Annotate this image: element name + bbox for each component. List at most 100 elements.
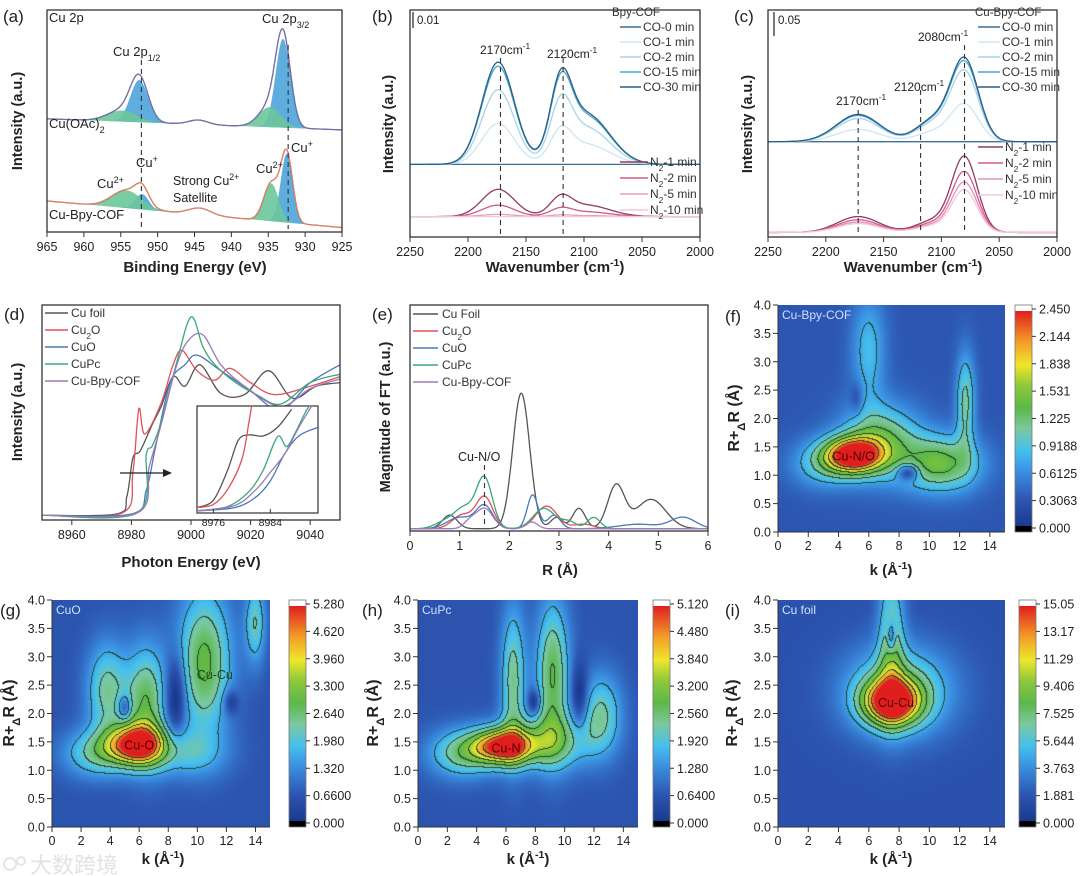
y-axis-label: Intensity (a.u.): [10, 363, 26, 461]
text-segment: -1: [590, 45, 598, 55]
y-tick-label: 3.0: [28, 650, 45, 664]
colorbar-underflow-swatch: [289, 821, 306, 827]
text-segment: -1: [968, 257, 977, 269]
legend-label: N2-2 min: [650, 171, 697, 189]
text-segment: -1 min: [1018, 140, 1051, 154]
colorbar-tick-label: 11.29: [1043, 652, 1073, 666]
text-segment: R+: [365, 726, 382, 747]
legend-label: CuPc: [442, 358, 471, 372]
colorbar-tick-label: 5.644: [1043, 734, 1074, 748]
x-tick-label: 2: [805, 834, 812, 848]
text-segment: Cu: [71, 323, 86, 337]
text-segment: Δ: [734, 718, 746, 726]
legend-label: N2-10 min: [1005, 188, 1058, 206]
legend-label: CuO: [71, 340, 96, 354]
series-line: [410, 475, 708, 530]
legend-label: CO-0 min: [643, 20, 694, 34]
panel-c: (c) 2250 2200 2150 2100 2050 2000 Wavenumber (c…: [734, 7, 1071, 276]
series-line: [410, 494, 708, 530]
y-axis-label: R+ΔR (Å): [0, 679, 23, 746]
legend-label: N2-5 min: [1005, 172, 1052, 190]
colorbar-tick-label: 2.144: [1039, 330, 1070, 344]
x-tick-label: 960: [73, 240, 94, 254]
x-tick-label: 14: [983, 834, 997, 848]
x-tick-label: 2050: [628, 245, 656, 259]
y-tick-label: 3.5: [754, 327, 771, 341]
inset-series-line: [197, 406, 310, 512]
y-tick-label: 2.5: [754, 679, 771, 693]
series-line: [42, 364, 340, 517]
colorbar-tick-label: 9.406: [1043, 680, 1074, 694]
y-axis-label: Magnitude of FT (a.u.): [378, 342, 394, 493]
legend-label: Cu Foil: [442, 307, 480, 321]
series-line: [768, 56, 1057, 143]
y-tick-label: 1.0: [394, 764, 411, 778]
x-tick-label: 6: [705, 539, 712, 553]
series-label: Cu(OAc)2: [49, 116, 105, 135]
y-tick-label: 0.0: [394, 821, 411, 835]
x-tick-label: 14: [249, 834, 263, 848]
heatmap-f: [778, 305, 1005, 532]
text-segment: k (Å: [507, 851, 536, 868]
x-axis-label: R (Å): [542, 562, 578, 579]
legend-label: CO-1 min: [1002, 35, 1053, 49]
x-tick-label: 2000: [686, 245, 714, 259]
text-segment: -1: [170, 849, 179, 861]
colorbar-gradient: [289, 606, 306, 821]
legend-label: CO-30 min: [1002, 80, 1060, 94]
text-segment: Cu: [291, 140, 308, 155]
colorbar-tick-label: 3.960: [313, 652, 344, 666]
watermark-text: 大数跨境: [30, 853, 118, 876]
text-segment: 2: [659, 211, 664, 221]
colorbar-tick-label: 0.000: [313, 817, 344, 831]
colorbar-overflow-swatch: [1015, 305, 1032, 311]
fitted-component-fill: [47, 190, 342, 228]
legend-label: Cu2O: [442, 324, 471, 342]
x-tick-label: 2: [78, 834, 85, 848]
text-segment: ): [977, 259, 982, 276]
series-line: [410, 507, 708, 530]
colorbar-overflow-swatch: [653, 600, 670, 606]
x-tick-label: 965: [37, 240, 58, 254]
peak-label: 2170cm-1: [836, 92, 886, 108]
text-segment: N: [1005, 188, 1014, 202]
panel-label: (f): [725, 307, 741, 326]
text-segment: 2+: [114, 175, 124, 185]
series-line: [410, 392, 708, 530]
y-tick-label: 3.0: [754, 650, 771, 664]
x-tick-label: 2150: [870, 245, 898, 259]
colorbar-tick-label: 5.280: [313, 598, 344, 612]
x-tick-label: 6: [865, 834, 872, 848]
panel-label: (i): [725, 601, 740, 620]
text-segment: -1: [879, 92, 887, 102]
x-tick-label: 8: [896, 539, 903, 553]
colorbar-tick-label: 13.17: [1043, 625, 1074, 639]
text-segment: -1: [898, 560, 907, 572]
x-tick-label: 8: [532, 834, 539, 848]
plot-area: [47, 28, 342, 229]
text-segment: -1 min: [663, 155, 696, 169]
legend-label: CO-2 min: [643, 50, 694, 64]
x-tick-label: 12: [587, 834, 601, 848]
x-tick-label: 4: [473, 834, 480, 848]
y-tick-label: 2.0: [394, 707, 411, 721]
y-axis-label: R+ΔR (Å): [724, 384, 748, 451]
x-tick-label: 2100: [927, 245, 955, 259]
annotation-satellite1: Strong Cu2+: [173, 172, 239, 188]
colorbar-gradient: [1015, 311, 1032, 526]
fitted-component-fill: [47, 183, 342, 228]
legend-label: Cu foil: [71, 306, 105, 320]
text-segment: -10 min: [1018, 188, 1058, 202]
x-tick-label: 10: [922, 539, 936, 553]
panel-label: (b): [372, 7, 393, 26]
colorbar-tick-label: 1.881: [1043, 789, 1074, 803]
text-segment: R (Å): [363, 679, 382, 717]
y-tick-label: 3.5: [28, 622, 45, 636]
colorbar-tick-label: 1.225: [1039, 412, 1070, 426]
x-axis-label: Wavenumber (cm-1): [844, 257, 983, 276]
text-segment: k (Å: [870, 562, 899, 579]
x-tick-label: 12: [219, 834, 233, 848]
fit-envelope: [47, 28, 342, 131]
x-tick-label: 8: [165, 834, 172, 848]
text-segment: -1: [898, 849, 907, 861]
